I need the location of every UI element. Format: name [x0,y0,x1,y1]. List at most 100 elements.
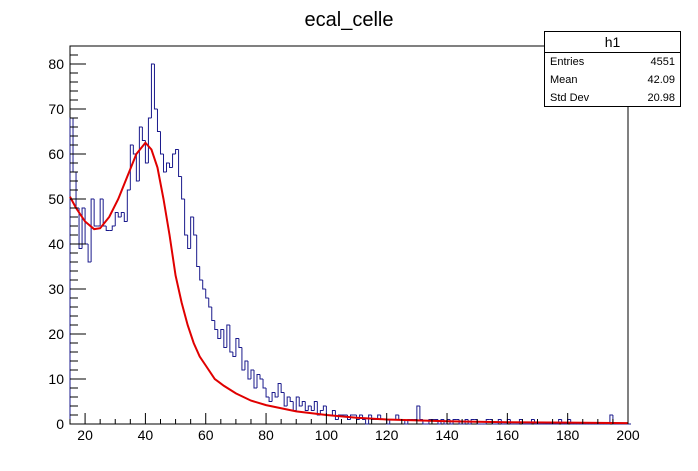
stats-row-std: Std Dev 20.98 [545,89,680,107]
histogram-bin [268,397,273,402]
histogram-bin [111,225,116,231]
histogram-bin [214,320,218,330]
histogram-bin [295,396,300,411]
histogram-bin [105,226,110,231]
histogram-bin [99,198,104,226]
histogram-bin [452,419,457,424]
histogram-bin [81,207,86,249]
chart-title: ecal_celle [305,9,394,31]
histogram-bin [301,401,306,406]
histogram-bin [141,127,146,141]
histogram-bin [87,244,92,263]
histogram-bin [241,347,245,371]
histogram-bin [138,126,143,181]
stats-std-value: 20.98 [647,92,675,104]
histogram-bin [286,396,291,406]
histogram-bin [126,189,131,222]
histogram-bin [283,392,288,407]
y-tick-label: 30 [48,281,64,297]
stats-entries-value: 4551 [650,56,675,68]
histogram-bin [265,388,270,398]
histogram-bin [181,176,185,200]
histogram-bin [322,405,327,411]
y-tick-label: 70 [48,101,64,117]
histogram-bin [509,419,514,425]
histogram-bin [202,280,206,290]
histogram-layer [69,63,632,425]
histogram-bin [184,199,188,236]
histogram-bin [232,352,236,357]
histogram-bin [123,212,128,222]
histogram-bin [331,410,336,415]
histogram-bin [561,419,565,425]
histogram-bin [307,405,312,411]
y-tick-label: 50 [48,191,64,207]
histogram-bin [247,361,251,380]
histogram-bin [114,212,119,226]
y-tick-label: 10 [48,371,64,387]
histogram-bin [419,406,423,420]
histogram-bin [250,369,254,379]
histogram-bin [205,289,209,299]
histogram-bin [211,307,215,321]
histogram-bin [156,109,161,132]
histogram-bin [271,392,276,402]
stats-std-label: Std Dev [550,92,590,104]
histogram-bin [362,415,366,420]
histogram-bin [208,298,212,308]
stats-title: h1 [545,32,680,53]
histogram-bin [304,401,309,411]
y-tick-label: 40 [48,236,64,252]
histogram-bin [259,374,264,380]
histogram-bin [229,325,233,353]
y-tick-label: 80 [48,56,64,72]
stats-entries-label: Entries [550,56,585,68]
histogram-bin [274,392,279,398]
histogram-bin [84,208,89,245]
histogram-bin [244,360,248,370]
histogram-bin [120,212,125,217]
x-tick-label: 120 [375,427,399,443]
histogram-bin [199,266,203,281]
x-tick-label: 140 [435,427,459,443]
x-tick-label: 200 [616,427,640,443]
histogram-bin [280,383,285,393]
x-tick-label: 160 [496,427,520,443]
x-tick-label: 60 [198,427,214,443]
histogram-bin [163,154,167,173]
histogram-bin [90,198,95,262]
histogram-bin [129,144,134,190]
histogram-bin [144,140,149,164]
histogram-bin [256,374,261,388]
stats-row-mean: Mean 42.09 [545,71,680,89]
histogram-bin [395,414,399,420]
stats-mean-value: 42.09 [647,74,675,86]
histogram-bin [223,329,227,348]
histogram-bin [132,145,137,155]
histogram-bin [175,149,179,154]
histogram-bin [262,379,267,389]
histogram-bin [226,324,230,348]
stats-row-entries: Entries 4551 [545,53,680,71]
x-tick-label: 100 [315,427,339,443]
histogram-bin [147,117,152,163]
histogram-bin [337,414,342,420]
stats-box: h1 Entries 4551 Mean 42.09 Std Dev 20.98 [544,31,681,107]
histogram-bin [313,401,318,411]
fit-layer [69,141,629,425]
histogram-bin [500,419,505,425]
histogram-bin [217,329,221,339]
histogram-bin [190,216,194,249]
histogram-bin [93,199,98,227]
x-tick-label: 20 [77,427,93,443]
histogram-bin [570,419,574,425]
histogram-bin [187,235,191,249]
histogram-bin [159,131,164,155]
histogram-bin [334,410,339,420]
histogram-bin [310,406,315,411]
histogram-bin [365,419,369,425]
histogram-bin [235,338,239,357]
histogram-bin [368,414,372,424]
y-tick-label: 0 [56,416,64,432]
